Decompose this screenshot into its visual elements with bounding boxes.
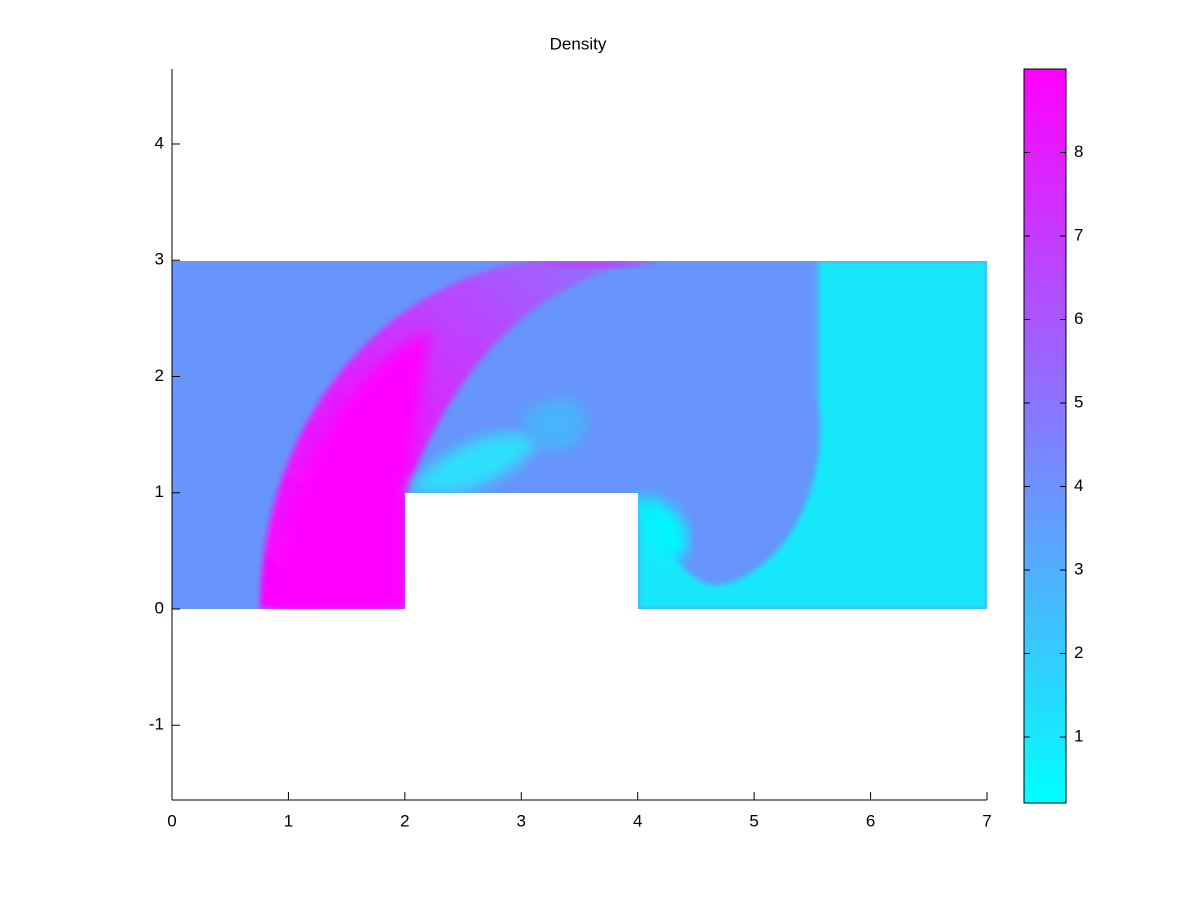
colorbar-tick-label: 1 xyxy=(1074,727,1083,746)
y-tick-label: 1 xyxy=(155,482,164,501)
y-tick-label: 3 xyxy=(155,250,164,269)
x-tick-label: 7 xyxy=(982,811,991,830)
x-tick-label: 5 xyxy=(749,811,758,830)
y-tick-label: 4 xyxy=(155,133,164,152)
colorbar-tick-label: 8 xyxy=(1074,142,1083,161)
x-tick-label: 3 xyxy=(517,811,526,830)
x-tick-label: 2 xyxy=(400,811,409,830)
colorbar-tick-label: 7 xyxy=(1074,225,1083,244)
colorbar-tick-label: 2 xyxy=(1074,643,1083,662)
x-tick-label: 1 xyxy=(284,811,293,830)
colorbar xyxy=(1023,68,1067,804)
colorbar-tick-label: 6 xyxy=(1074,309,1083,328)
x-tick-label: 6 xyxy=(866,811,875,830)
x-tick-label: 4 xyxy=(633,811,642,830)
x-tick-label: 0 xyxy=(167,811,176,830)
y-tick-label: 0 xyxy=(155,598,164,617)
colorbar-tick-label: 5 xyxy=(1074,393,1083,412)
colorbar-tick-label: 4 xyxy=(1074,476,1083,495)
y-tick-label: 2 xyxy=(155,366,164,385)
density-field xyxy=(172,261,987,609)
y-tick-label: -1 xyxy=(149,715,164,734)
colorbar-tick-label: 3 xyxy=(1074,560,1083,579)
chart-title: Density xyxy=(550,34,607,53)
